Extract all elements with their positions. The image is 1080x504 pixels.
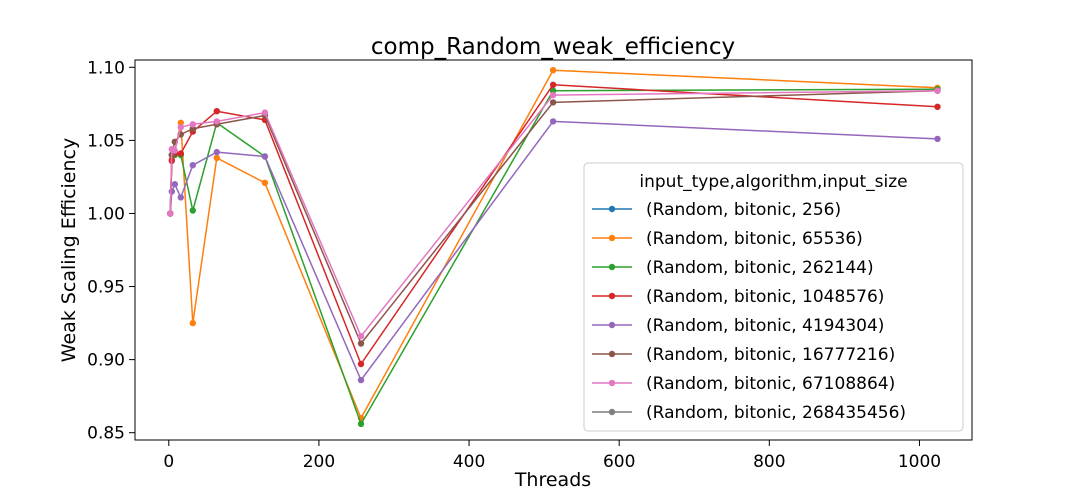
series-line-4: [169, 120, 938, 381]
chart-title: comp_Random_weak_efficiency: [371, 34, 735, 60]
x-axis-label: Threads: [514, 469, 591, 491]
data-point: [934, 103, 941, 111]
data-point: [357, 340, 365, 347]
data-point: [213, 154, 220, 162]
x-tick-label: 0: [163, 452, 174, 472]
legend-box: [583, 162, 964, 432]
data-point: [189, 207, 196, 214]
legend-label: (Random, bitonic, 262144): [646, 258, 874, 278]
y-tick-label: 1.05: [87, 131, 125, 151]
data-point: [934, 135, 941, 143]
legend-label: (Random, bitonic, 256): [646, 200, 841, 220]
legend-marker: [608, 205, 616, 213]
x-tick-label: 800: [753, 452, 785, 472]
y-tick-label: 1.10: [87, 58, 125, 78]
y-tick-label: 0.90: [87, 351, 125, 371]
data-point: [213, 148, 220, 156]
data-point: [189, 125, 196, 132]
data-point: [357, 420, 365, 428]
data-point: [189, 121, 196, 128]
legend-marker: [608, 292, 616, 300]
legend-label: (Random, bitonic, 65536): [646, 229, 863, 249]
y-axis-label: Weak Scaling Efficiency: [58, 138, 80, 362]
data-point: [189, 162, 196, 169]
data-point: [171, 181, 178, 188]
data-point: [177, 150, 184, 157]
legend-label: (Random, bitonic, 4194304): [646, 316, 884, 336]
data-point: [261, 153, 269, 160]
y-tick-label: 0.95: [87, 278, 125, 298]
legend-label: (Random, bitonic, 67108864): [646, 374, 895, 394]
data-point: [168, 188, 175, 195]
data-point: [261, 179, 269, 186]
legend-marker: [608, 234, 616, 242]
legend: input_type,algorithm,input_size (Random, …: [583, 162, 964, 432]
x-tick-label: 600: [603, 452, 635, 472]
plot-area: 0 200 400 600 800 1000 0.85 0.90 0.95 1.00 1.05 1.1…: [87, 58, 973, 472]
data-point: [357, 376, 365, 384]
data-point: [357, 360, 365, 368]
data-point: [549, 118, 557, 125]
data-point: [177, 124, 184, 131]
data-point: [261, 109, 269, 116]
x-tick-label: 400: [453, 452, 485, 472]
data-point: [171, 147, 178, 154]
legend-title: input_type,algorithm,input_size: [639, 172, 907, 192]
data-point: [189, 319, 196, 327]
data-point: [549, 87, 557, 94]
data-point: [213, 108, 220, 115]
plot-frame: [134, 59, 973, 441]
data-point: [213, 118, 220, 125]
legend-marker: [608, 379, 616, 387]
legend-marker: [608, 321, 616, 329]
x-tick-label: 1000: [898, 452, 941, 472]
legend-marker: [608, 263, 616, 271]
data-point: [549, 67, 557, 74]
x-tick-label: 200: [303, 452, 335, 472]
legend-marker: [608, 350, 616, 358]
data-point: [177, 119, 184, 127]
legend-label: (Random, bitonic, 268435456): [646, 403, 906, 423]
data-point: [549, 81, 557, 89]
data-point: [934, 87, 941, 94]
legend-label: (Random, bitonic, 1048576): [646, 287, 884, 307]
legend-marker: [608, 408, 616, 416]
y-tick-label: 0.85: [87, 424, 125, 444]
data-point: [167, 210, 174, 217]
data-point: [357, 333, 365, 340]
y-tick-label: 1.00: [87, 204, 125, 224]
data-point: [549, 91, 557, 99]
legend-label: (Random, bitonic, 16777216): [646, 345, 895, 365]
data-point: [177, 194, 184, 201]
data-point: [549, 99, 557, 106]
